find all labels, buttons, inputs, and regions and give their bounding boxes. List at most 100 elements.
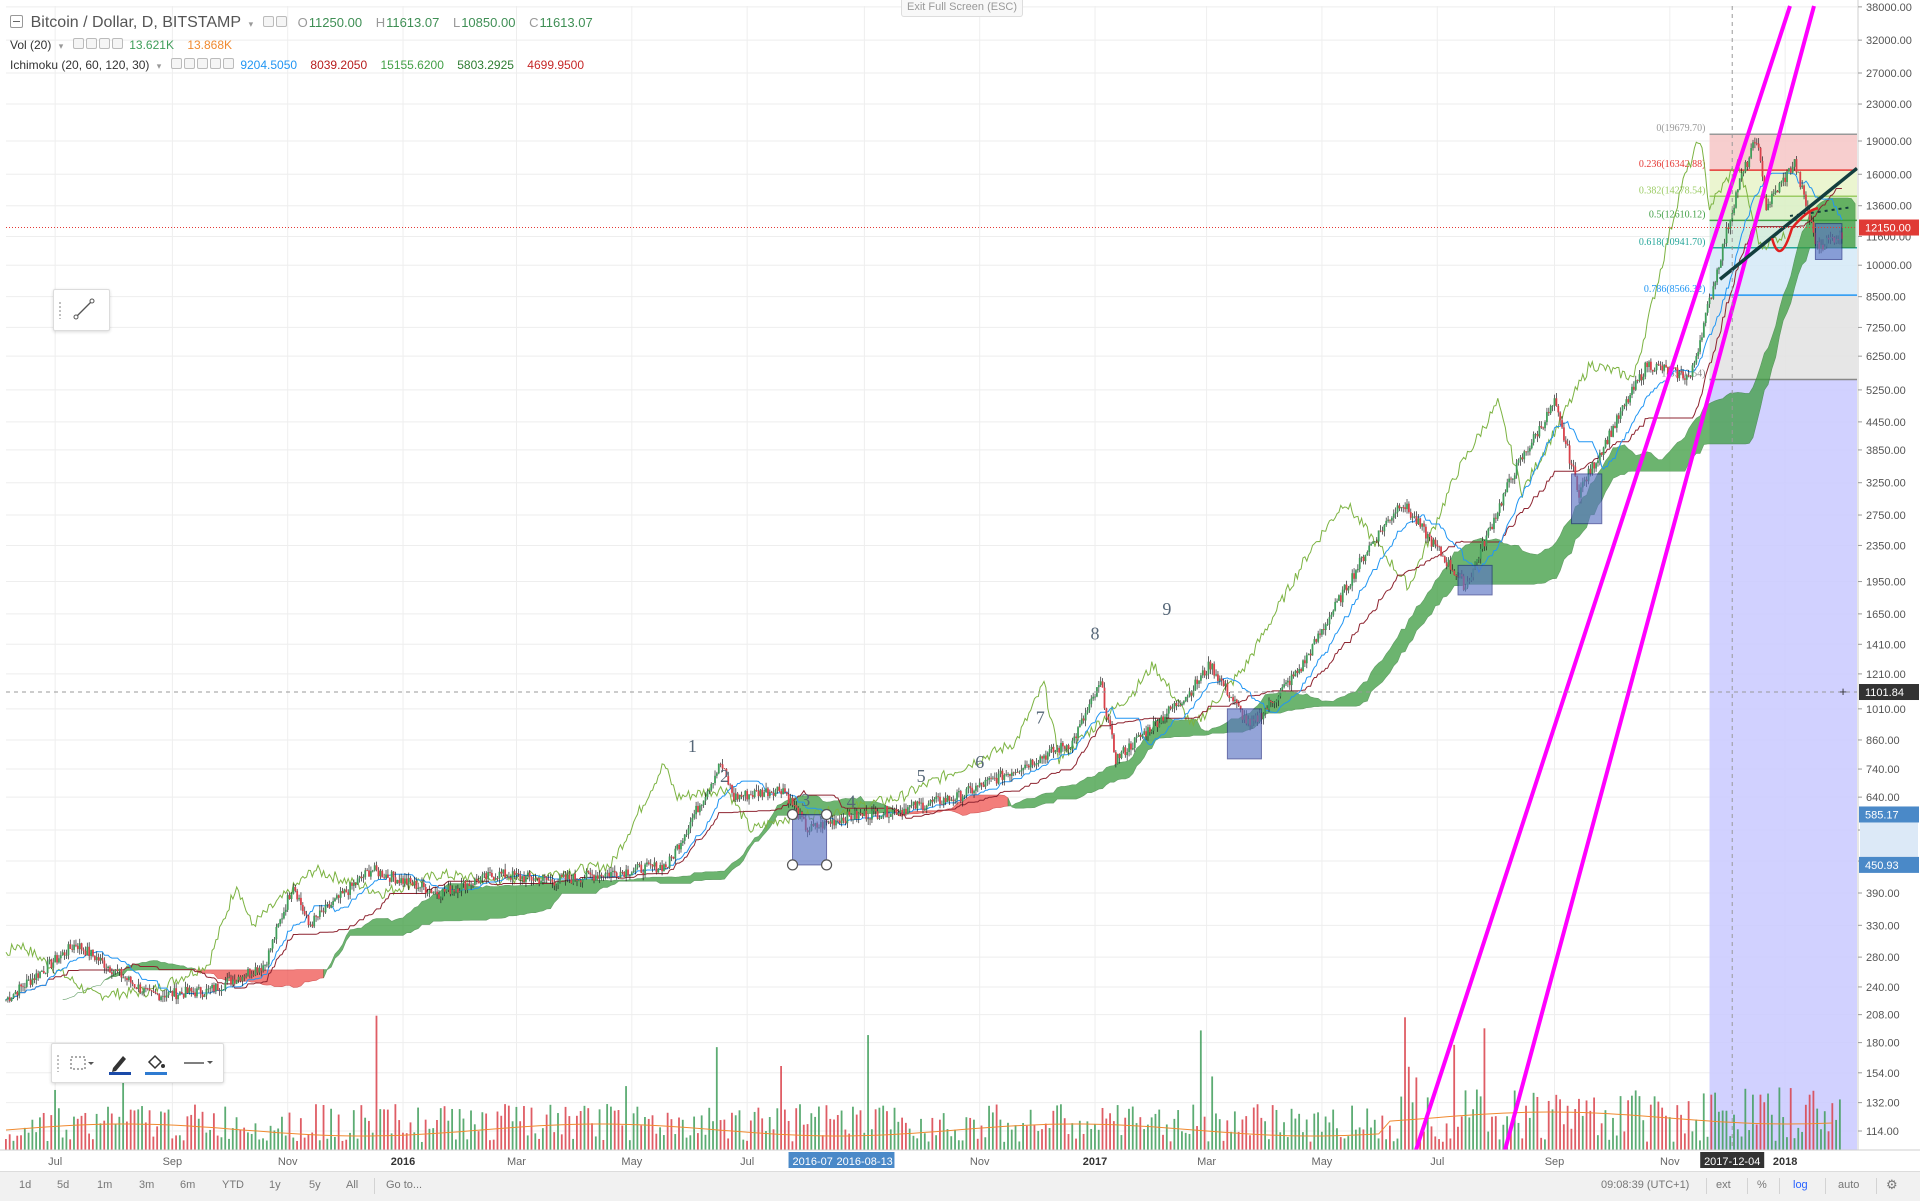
cursor-date-badge: 2017-12-04 xyxy=(1704,1156,1760,1168)
lock-icon[interactable] xyxy=(196,58,208,69)
candle-body xyxy=(298,897,300,900)
candle xyxy=(1559,411,1562,426)
candle-body xyxy=(1525,451,1528,453)
candle-body xyxy=(993,777,996,779)
volume-bar xyxy=(1109,1113,1111,1150)
line-style-button[interactable] xyxy=(180,1048,216,1078)
candle-body xyxy=(339,891,342,898)
eye-icon[interactable] xyxy=(183,58,195,69)
percent-scale-toggle[interactable]: % xyxy=(1757,1179,1767,1191)
add-icon[interactable] xyxy=(98,38,110,49)
symbol-title[interactable]: Bitcoin / Dollar, D, BITSTAMP xyxy=(30,14,242,31)
drag-handle-icon[interactable] xyxy=(56,1054,60,1072)
candle-body xyxy=(1638,374,1641,381)
range-1y[interactable]: 1y xyxy=(269,1179,281,1191)
range-ytd[interactable]: YTD xyxy=(222,1179,244,1191)
auto-scale-toggle[interactable]: auto xyxy=(1838,1179,1860,1191)
candle-body xyxy=(1695,356,1698,363)
collapse-icon[interactable] xyxy=(10,15,23,28)
volume-bar xyxy=(1687,1101,1690,1150)
candle-body xyxy=(748,794,750,800)
candle xyxy=(664,861,667,870)
candle xyxy=(1451,564,1454,572)
add-icon[interactable] xyxy=(209,58,221,69)
chevron-down-icon[interactable]: ▾ xyxy=(156,61,162,71)
eye-icon[interactable] xyxy=(85,38,97,49)
candle xyxy=(16,990,19,1001)
candle-body xyxy=(1268,700,1270,710)
candle-body xyxy=(129,976,132,983)
candle-body xyxy=(1309,653,1312,656)
trend-line-tool[interactable] xyxy=(69,294,99,324)
candle xyxy=(982,781,985,788)
volume-bar xyxy=(1388,1125,1391,1150)
candle-body xyxy=(657,868,660,873)
candle-body xyxy=(472,884,474,886)
chevron-down-icon[interactable]: ▾ xyxy=(248,19,254,29)
line-color-button[interactable] xyxy=(104,1048,134,1078)
range-box xyxy=(1814,223,1843,260)
candle-body xyxy=(243,976,246,978)
candle xyxy=(20,983,23,992)
candle-body xyxy=(441,888,444,898)
candle-body xyxy=(1324,624,1327,631)
candle xyxy=(1196,675,1199,690)
candle xyxy=(1037,759,1040,767)
candle-body xyxy=(655,862,658,873)
candle xyxy=(260,963,263,977)
settings-icon[interactable] xyxy=(262,16,274,27)
drag-handle-icon[interactable] xyxy=(58,301,62,319)
candle-body xyxy=(42,970,45,974)
fill-color-button[interactable] xyxy=(140,1048,170,1078)
range-5d[interactable]: 5d xyxy=(57,1179,70,1191)
candle-body xyxy=(1744,161,1747,172)
candle xyxy=(683,834,686,845)
volume-bar xyxy=(1233,1111,1236,1150)
candle-body xyxy=(5,999,7,1001)
log-scale-toggle[interactable]: log xyxy=(1793,1179,1808,1191)
candle xyxy=(383,873,386,880)
range-5y[interactable]: 5y xyxy=(309,1179,321,1191)
candle xyxy=(466,883,469,894)
range-3m[interactable]: 3m xyxy=(139,1179,155,1191)
volume-bar xyxy=(920,1118,922,1150)
candle xyxy=(884,805,887,818)
close-icon[interactable] xyxy=(111,38,123,49)
candle xyxy=(1428,532,1431,542)
candle-body xyxy=(1024,764,1026,769)
candle-body xyxy=(1782,177,1785,182)
extended-hours-toggle[interactable]: ext xyxy=(1716,1179,1731,1191)
candle-body xyxy=(1778,183,1781,193)
candle xyxy=(649,859,652,869)
goto-button[interactable]: Go to... xyxy=(386,1179,423,1191)
range-1m[interactable]: 1m xyxy=(97,1179,113,1191)
template-button[interactable] xyxy=(66,1048,96,1078)
candle-body xyxy=(402,878,404,884)
candle xyxy=(697,801,699,813)
candle-body xyxy=(354,883,357,885)
range-1d[interactable]: 1d xyxy=(19,1179,32,1191)
drawing-properties-toolbar[interactable] xyxy=(51,1043,224,1083)
ichimoku-name[interactable]: Ichimoku (20, 60, 120, 30) xyxy=(10,58,150,72)
candle xyxy=(179,990,181,996)
range-all[interactable]: All xyxy=(346,1179,359,1191)
price-tick-label: 1210.00 xyxy=(1866,669,1906,681)
candle-body xyxy=(937,796,940,798)
chevron-down-icon[interactable]: ▾ xyxy=(58,41,64,51)
candle-body xyxy=(999,770,1002,774)
volume-bar xyxy=(1744,1088,1747,1150)
open-label: O xyxy=(297,15,308,30)
candle xyxy=(663,863,665,872)
exit-fullscreen-button[interactable]: Exit Full Screen (ESC) xyxy=(901,0,1024,17)
drawing-favorites-panel[interactable] xyxy=(53,289,110,331)
range-6m[interactable]: 6m xyxy=(180,1179,196,1191)
settings-icon[interactable] xyxy=(72,38,84,49)
settings-icon[interactable] xyxy=(170,58,182,69)
eye-icon[interactable] xyxy=(275,16,287,27)
close-icon[interactable] xyxy=(222,58,234,69)
volume-name[interactable]: Vol (20) xyxy=(10,38,52,52)
volume-bar xyxy=(76,1118,79,1150)
gear-icon[interactable]: ⚙ xyxy=(1886,1177,1898,1192)
